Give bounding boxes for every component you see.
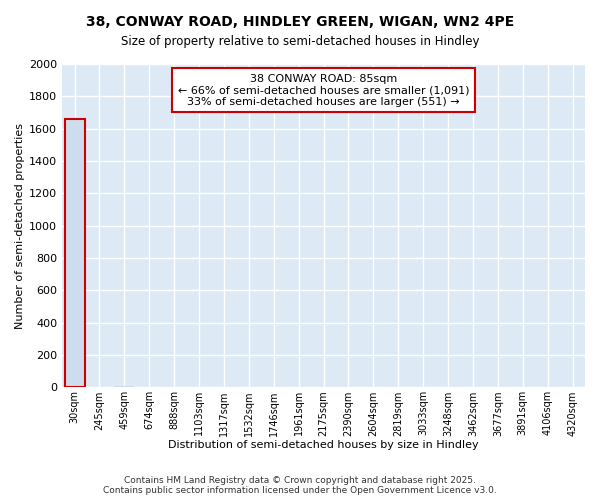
- Bar: [65, 119, 85, 388]
- Bar: [65, 119, 85, 388]
- Bar: [89, 386, 109, 388]
- Bar: [115, 386, 134, 388]
- Bar: [189, 387, 209, 388]
- Text: Contains HM Land Registry data © Crown copyright and database right 2025.
Contai: Contains HM Land Registry data © Crown c…: [103, 476, 497, 495]
- Text: Size of property relative to semi-detached houses in Hindley: Size of property relative to semi-detach…: [121, 35, 479, 48]
- Y-axis label: Number of semi-detached properties: Number of semi-detached properties: [15, 122, 25, 328]
- Text: 38, CONWAY ROAD, HINDLEY GREEN, WIGAN, WN2 4PE: 38, CONWAY ROAD, HINDLEY GREEN, WIGAN, W…: [86, 15, 514, 29]
- Text: 38 CONWAY ROAD: 85sqm
← 66% of semi-detached houses are smaller (1,091)
33% of s: 38 CONWAY ROAD: 85sqm ← 66% of semi-deta…: [178, 74, 469, 107]
- X-axis label: Distribution of semi-detached houses by size in Hindley: Distribution of semi-detached houses by …: [168, 440, 479, 450]
